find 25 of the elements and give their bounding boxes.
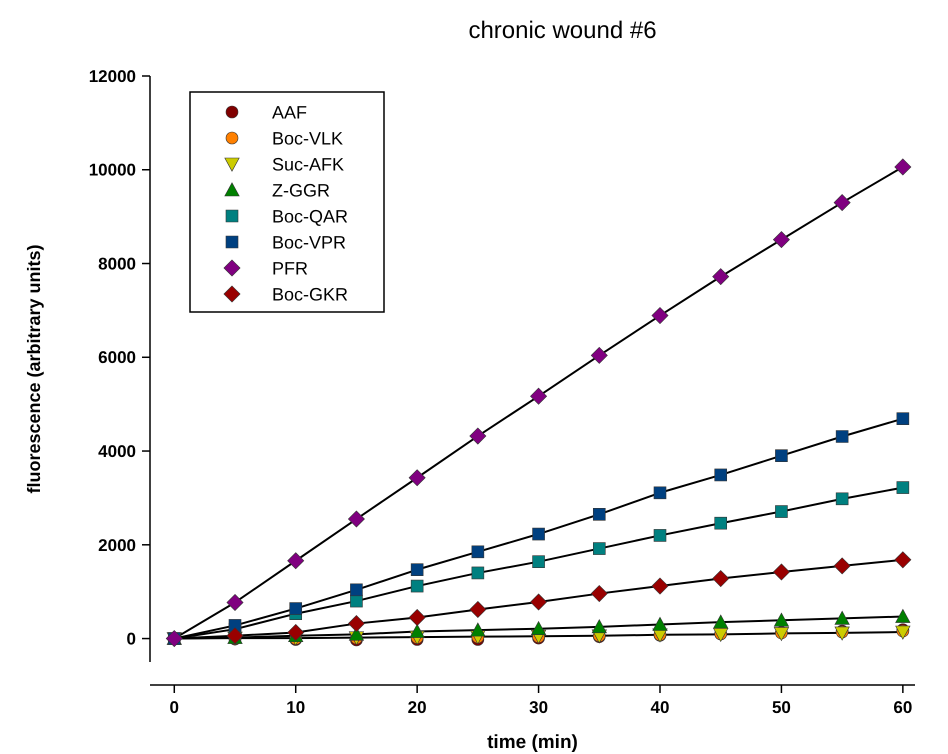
y-tick-label: 6000	[98, 348, 136, 368]
y-tick-label: 2000	[98, 536, 136, 555]
y-tick-label: 0	[126, 630, 136, 649]
x-tick-label: 60	[893, 698, 912, 717]
x-tick-label: 40	[650, 698, 670, 717]
x-tick-label: 20	[408, 698, 427, 717]
legend-label: AAF	[272, 102, 308, 122]
x-tick-label: 0	[170, 698, 180, 717]
legend-label: Suc-AFK	[272, 154, 344, 174]
chart-title: chronic wound #6	[468, 17, 657, 44]
legend-label: Boc-GKR	[272, 284, 348, 304]
legend-label: Boc-VPR	[272, 232, 346, 252]
x-axis-title: time (min)	[487, 732, 578, 753]
x-tick-label: 30	[529, 698, 548, 717]
legend-label: Z-GGR	[272, 180, 330, 200]
y-tick-label: 4000	[98, 442, 136, 461]
x-tick-label: 50	[772, 698, 791, 717]
y-tick-label: 10000	[88, 160, 136, 180]
legend-label: Boc-VLK	[272, 128, 344, 148]
x-tick-label: 10	[286, 698, 306, 717]
legend-label: Boc-QAR	[272, 206, 348, 226]
y-tick-label: 8000	[98, 254, 136, 274]
y-axis-title: fluorescence (arbitrary units)	[24, 244, 44, 494]
y-tick-label: 12000	[88, 66, 136, 86]
legend-label: PFR	[272, 258, 308, 278]
